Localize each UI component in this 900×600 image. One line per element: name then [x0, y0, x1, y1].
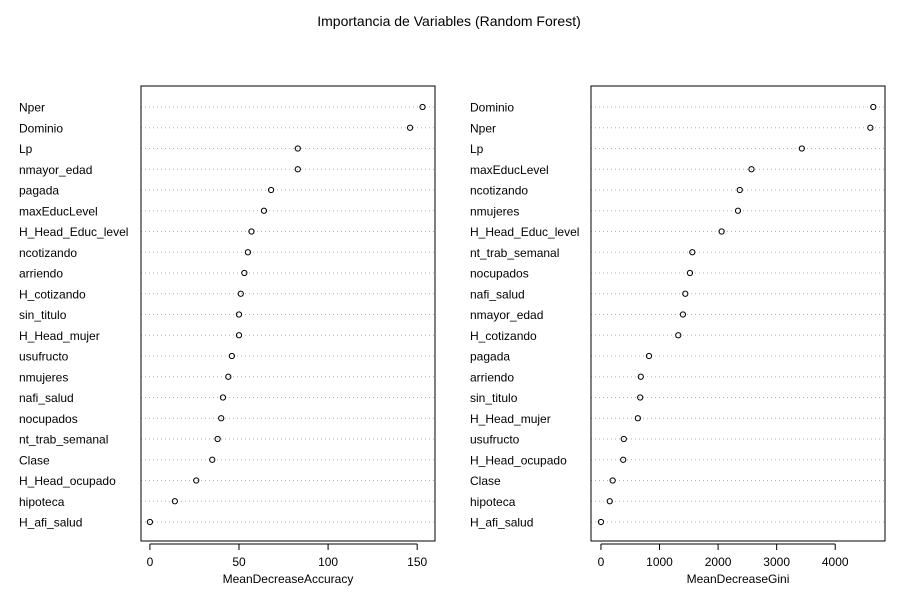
gini-row-label: usufructo [470, 433, 520, 447]
accuracy-point [267, 186, 275, 194]
gini-row-label: nmujeres [470, 204, 519, 218]
accuracy-row-label: nmayor_edad [19, 163, 92, 177]
gini-point [675, 332, 682, 339]
accuracy-point [209, 456, 216, 463]
gini-point [736, 186, 743, 194]
accuracy-x-tick-label: 100 [318, 555, 338, 569]
accuracy-x-tick-label: 0 [147, 555, 154, 569]
gini-point [748, 166, 755, 173]
gini-point [689, 249, 696, 256]
gini-x-tick-label: 0 [598, 555, 605, 569]
accuracy-point [248, 228, 255, 235]
accuracy-point [235, 332, 243, 339]
accuracy-row-label: nafi_salud [19, 391, 74, 405]
accuracy-row-label: H_Head_mujer [19, 329, 100, 343]
accuracy-row-label: Nper [19, 101, 45, 115]
accuracy-point [214, 435, 221, 443]
chart-title: Importancia de Variables (Random Forest) [317, 13, 581, 29]
accuracy-row-label: H_Head_Educ_level [19, 225, 128, 239]
accuracy-row-label: H_cotizando [19, 287, 86, 301]
gini-row-label: H_Head_ocupado [470, 453, 567, 467]
accuracy-point [294, 145, 301, 152]
gini-point [634, 415, 641, 422]
gini-point [637, 373, 644, 380]
gini-x-tick-label: 3000 [763, 555, 790, 569]
accuracy-row-label: H_Head_ocupado [19, 474, 116, 488]
accuracy-row-label: Dominio [19, 121, 63, 135]
gini-row-label: arriendo [470, 370, 514, 384]
accuracy-row-label: H_afi_salud [19, 516, 82, 530]
accuracy-point [235, 311, 243, 318]
accuracy-point [225, 373, 232, 380]
gini-point [682, 290, 689, 297]
accuracy-x-tick-label: 50 [232, 555, 246, 569]
accuracy-row-label: arriendo [19, 267, 63, 281]
gini-point [609, 477, 616, 484]
accuracy-row-label: nmujeres [19, 370, 68, 384]
accuracy-point [419, 103, 426, 111]
gini-point [734, 207, 742, 214]
accuracy-point [237, 290, 244, 297]
gini-point [686, 269, 694, 277]
accuracy-point [219, 394, 227, 401]
accuracy-plot-frame [140, 85, 436, 542]
gini-plot-frame [590, 85, 886, 542]
gini-row-label: Lp [470, 142, 484, 156]
accuracy-row-label: nt_trab_semanal [19, 433, 108, 447]
gini-x-axis-title: MeanDecreaseGini [687, 572, 790, 586]
gini-point [798, 145, 805, 152]
gini-row-label: sin_titulo [470, 391, 518, 405]
gini-row-label: nmayor_edad [470, 308, 543, 322]
gini-row-label: Nper [470, 121, 496, 135]
gini-row-label: ncotizando [470, 184, 528, 198]
accuracy-row-label: hipoteca [19, 495, 65, 509]
accuracy-row-label: sin_titulo [19, 308, 67, 322]
gini-point [620, 456, 627, 463]
accuracy-point [260, 207, 268, 214]
accuracy-point [228, 352, 235, 360]
accuracy-row-label: usufructo [19, 350, 69, 364]
gini-row-label: H_afi_salud [470, 516, 533, 530]
accuracy-row-label: nocupados [19, 412, 78, 426]
gini-point [606, 498, 613, 505]
gini-row-label: H_Head_mujer [470, 412, 551, 426]
accuracy-row-label: maxEducLevel [19, 204, 98, 218]
gini-row-label: nocupados [470, 267, 529, 281]
accuracy-point [406, 124, 414, 131]
gini-point [870, 103, 877, 111]
gini-row-label: H_cotizando [470, 329, 537, 343]
accuracy-x-axis-title: MeanDecreaseAccuracy [223, 572, 354, 586]
gini-row-label: nt_trab_semanal [470, 246, 559, 260]
accuracy-point [218, 415, 225, 422]
gini-row-label: H_Head_Educ_level [470, 225, 579, 239]
accuracy-point [294, 166, 301, 173]
gini-row-label: hipoteca [470, 495, 516, 509]
accuracy-row-label: Lp [19, 142, 33, 156]
accuracy-point [146, 518, 154, 526]
gini-row-label: pagada [470, 350, 510, 364]
accuracy-point [244, 249, 252, 256]
accuracy-row-label: pagada [19, 184, 59, 198]
gini-row-label: maxEducLevel [470, 163, 549, 177]
accuracy-point [171, 498, 178, 505]
accuracy-point [241, 269, 248, 277]
gini-point [637, 394, 644, 401]
gini-x-tick-label: 4000 [822, 555, 849, 569]
accuracy-x-tick-label: 150 [407, 555, 427, 569]
gini-point [679, 311, 687, 318]
gini-point [597, 518, 605, 526]
accuracy-row-label: ncotizando [19, 246, 77, 260]
gini-row-label: nafi_salud [470, 287, 525, 301]
gini-point [718, 228, 725, 235]
gini-point [645, 352, 653, 360]
gini-row-label: Clase [470, 474, 501, 488]
gini-row-label: Dominio [470, 101, 514, 115]
gini-point [620, 435, 627, 443]
accuracy-point [193, 477, 200, 484]
gini-x-tick-label: 1000 [646, 555, 673, 569]
accuracy-row-label: Clase [19, 453, 50, 467]
gini-point [867, 124, 874, 131]
gini-x-tick-label: 2000 [705, 555, 732, 569]
